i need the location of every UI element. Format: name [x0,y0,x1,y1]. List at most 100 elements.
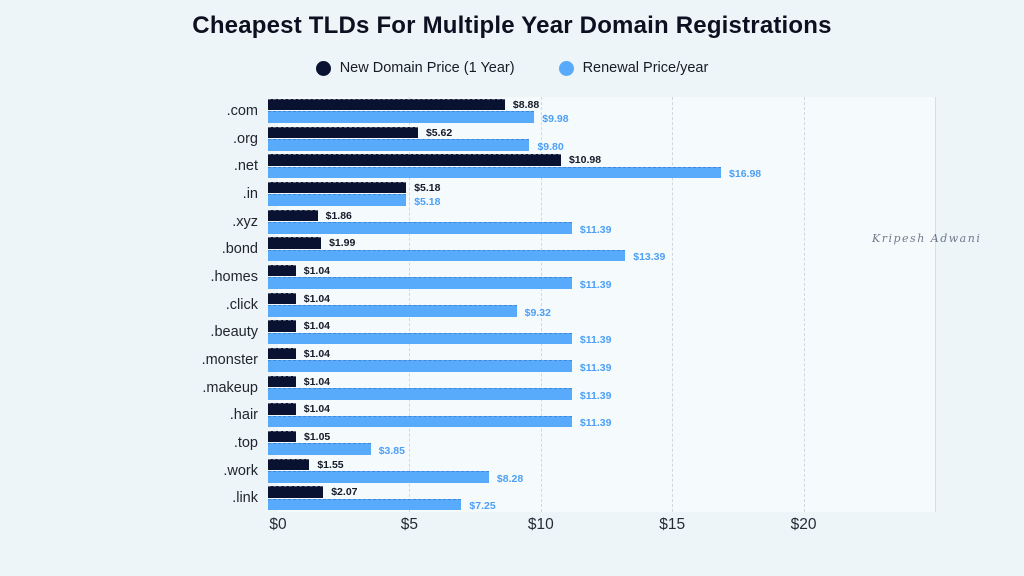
category-label: .monster [201,351,258,368]
category-label: .org [233,130,258,147]
renewal-price-value-label: $11.39 [579,334,612,347]
renewal-price-value-label: $11.39 [579,389,612,402]
chart-row: .com $8.88 $9.98 [185,97,935,125]
renewal-price-value-label: $7.25 [469,500,496,513]
new-domain-price-bar: $1.05 [268,430,330,443]
new-domain-price-value-label: $1.04 [303,375,331,388]
chart-row: .makeup $1.04 $11.39 [185,374,935,402]
legend-item-renewal-price: Renewal Price/year [558,60,709,76]
category-label: .bond [221,241,258,258]
renewal-price-bar: $11.39 [268,222,611,236]
new-domain-price-bar: $1.55 [268,458,344,471]
renewal-price-value-label: $5.18 [414,195,441,208]
chart-row: .homes $1.04 $11.39 [185,263,935,291]
chart-title: Cheapest TLDs For Multiple Year Domain R… [192,12,832,39]
x-axis-tick-label: $0 [269,516,287,533]
renewal-price-value-label: $8.28 [496,472,524,485]
legend: New Domain Price (1 Year) Renewal Price/… [0,60,1024,76]
chart-row: .in $5.18 $5.18 [185,180,935,208]
category-label: .work [223,462,258,479]
new-domain-price-bar: $1.04 [268,264,330,277]
new-domain-price-value-label: $1.04 [303,292,331,305]
renewal-price-bar: $7.25 [268,498,496,512]
new-domain-price-value-label: $1.55 [317,458,344,471]
renewal-price-value-label: $13.39 [633,251,666,264]
renewal-price-bar: $8.28 [268,471,523,485]
chart-row: .org $5.62 $9.80 [185,125,935,153]
chart-row: .bond $1.99 $13.39 [185,235,935,263]
new-domain-price-bar: $5.62 [268,126,452,139]
renewal-price-value-label: $11.39 [579,417,612,430]
new-domain-price-bar: $1.04 [268,403,330,415]
new-domain-price-bar: $1.86 [268,209,352,222]
chart-row: .click $1.04 $9.32 [185,291,935,319]
x-axis-tick-label: $5 [400,516,419,533]
new-domain-price-value-label: $5.18 [414,182,441,195]
renewal-price-value-label: $9.98 [542,112,569,125]
new-domain-price-value-label: $1.04 [303,265,331,278]
category-label: .homes [210,268,258,285]
new-domain-price-bar: $1.04 [268,292,330,305]
chart-row: .hair $1.04 $11.39 [185,401,935,429]
category-label: .in [242,185,258,202]
legend-label-renewal: Renewal Price/year [582,60,709,76]
renewal-price-bar: $11.39 [268,360,611,374]
renewal-price-bar: $3.85 [268,443,405,457]
chart-row: .link $2.07 $7.25 [185,484,935,512]
bar-chart: .com $8.88 $9.98 .org $5.62 $9.80 .net $10.98 $1… [185,97,935,512]
new-domain-price-value-label: $1.86 [325,209,352,222]
renewal-price-bar: $11.39 [268,415,611,429]
renewal-price-bar: $9.32 [268,305,551,319]
new-domain-price-bar: $5.18 [268,181,440,194]
category-label: .xyz [232,213,258,230]
new-domain-price-bar: $1.04 [268,320,330,332]
x-axis-tick-label: $20 [790,516,817,533]
category-label: .click [225,296,258,313]
new-domain-price-bar: $10.98 [268,154,601,166]
legend-item-new-domain-price: New Domain Price (1 Year) [315,60,515,76]
renewal-price-bar: $11.39 [268,277,611,291]
legend-dot-renewal-icon [558,60,574,76]
chart-row: .net $10.98 $16.98 [185,152,935,180]
renewal-price-bar: $13.39 [268,249,665,263]
chart-row: .top $1.05 $3.85 [185,429,935,457]
new-domain-price-value-label: $2.07 [331,486,358,499]
renewal-price-bar: $16.98 [268,166,761,180]
category-label: .net [233,158,258,175]
legend-label-new-domain: New Domain Price (1 Year) [339,60,515,76]
chart-row: .work $1.55 $8.28 [185,457,935,485]
renewal-price-value-label: $16.98 [729,168,762,181]
chart-row: .xyz $1.86 $11.39 [185,208,935,236]
renewal-price-value-label: $9.32 [524,306,551,319]
renewal-price-value-label: $11.39 [579,361,612,374]
plot-area [278,97,936,512]
new-domain-price-value-label: $1.04 [303,320,331,333]
new-domain-price-value-label: $1.05 [304,431,331,444]
chart-row: .beauty $1.04 $11.39 [185,318,935,346]
renewal-price-value-label: $11.39 [579,223,612,236]
renewal-price-bar: $11.39 [268,388,611,402]
new-domain-price-value-label: $10.98 [568,154,602,167]
new-domain-price-value-label: $1.04 [303,403,331,416]
category-label: .top [233,434,258,451]
x-axis: $0 $5 $10 $15 $20 [269,516,935,538]
category-label: .com [226,102,258,119]
x-axis-tick-label: $15 [659,516,686,533]
new-domain-price-bar: $1.04 [268,347,330,360]
new-domain-price-bar: $1.99 [268,237,355,249]
renewal-price-bar: $9.98 [268,111,569,125]
x-axis-tick-label: $10 [527,516,554,533]
new-domain-price-bar: $1.04 [268,375,330,388]
renewal-price-value-label: $9.80 [537,140,564,153]
category-label: .link [232,490,258,507]
renewal-price-value-label: $11.39 [579,278,612,291]
category-label: .beauty [210,324,258,341]
new-domain-price-value-label: $5.62 [425,126,453,139]
renewal-price-bar: $11.39 [268,332,611,346]
gridline [409,97,411,512]
chart-row: .monster $1.04 $11.39 [185,346,935,374]
gridline [672,97,674,512]
new-domain-price-value-label: $8.88 [512,99,540,112]
new-domain-price-value-label: $1.99 [329,237,356,250]
